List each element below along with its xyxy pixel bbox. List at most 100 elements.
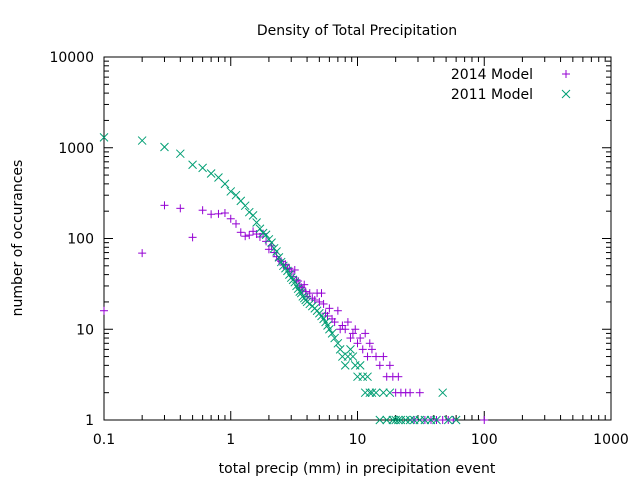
data-point (214, 209, 223, 218)
data-point (305, 289, 314, 298)
chart-title: Density of Total Precipitation (257, 23, 457, 39)
data-point (245, 231, 254, 240)
data-point (367, 388, 377, 398)
data-point (371, 388, 381, 398)
data-point (241, 232, 250, 241)
y-tick-label: 1000 (58, 141, 94, 157)
data-point (226, 214, 235, 223)
data-point (401, 415, 411, 425)
data-point (346, 345, 355, 354)
y-axis-label: number of occurances (10, 160, 26, 317)
y-tick-label: 10 (76, 322, 94, 338)
data-point (293, 284, 303, 294)
x-tick-label: 10 (349, 432, 367, 448)
data-point (270, 248, 279, 257)
data-point (160, 201, 169, 210)
data-point (365, 339, 374, 348)
data-point (198, 163, 207, 173)
y-tick-label: 10000 (49, 50, 94, 66)
data-point (267, 238, 276, 248)
data-point (252, 218, 261, 227)
data-point (375, 361, 384, 370)
data-point (406, 388, 415, 397)
legend: 2014 Model 2011 Model (451, 67, 571, 103)
data-point (356, 334, 365, 343)
data-point (327, 329, 337, 338)
series-2011-model (99, 133, 461, 425)
data-point (325, 324, 334, 334)
data-point (248, 210, 258, 220)
data-point (394, 372, 403, 381)
data-point (335, 345, 345, 354)
data-point (317, 289, 326, 298)
data-point (355, 361, 365, 370)
data-point (160, 142, 169, 152)
data-point (353, 339, 362, 348)
data-point (451, 415, 461, 425)
series-2014-model (100, 201, 489, 424)
data-point (363, 372, 372, 382)
data-point (279, 261, 288, 270)
legend-label-2011-model: 2011 Model (451, 87, 533, 103)
data-point (432, 415, 441, 425)
data-point (175, 149, 185, 159)
data-point (333, 338, 343, 348)
data-point (319, 299, 328, 308)
data-point (325, 304, 334, 313)
data-point (138, 249, 147, 258)
data-point (365, 388, 375, 398)
data-point (385, 388, 395, 398)
data-point (231, 190, 241, 200)
data-point (367, 345, 376, 354)
data-point (330, 333, 339, 343)
data-point (420, 415, 430, 425)
data-point (240, 201, 250, 211)
data-point (176, 204, 185, 213)
data-point (274, 252, 284, 262)
x-tick-label: 1 (226, 432, 235, 448)
data-point (343, 318, 352, 327)
data-point (188, 160, 197, 170)
data-point (351, 325, 360, 334)
data-point (323, 311, 332, 320)
data-point (206, 169, 216, 178)
data-points (99, 133, 489, 425)
data-point (358, 345, 367, 354)
data-point (272, 247, 281, 256)
data-point (405, 415, 415, 425)
data-point (346, 334, 355, 343)
data-point (438, 388, 448, 398)
data-point (340, 361, 350, 370)
data-point (382, 415, 392, 425)
data-point (207, 210, 216, 219)
plot-frame (103, 56, 612, 421)
data-point (333, 306, 342, 315)
data-point (292, 281, 301, 291)
data-point (385, 361, 394, 370)
data-point (443, 415, 453, 425)
data-point (262, 237, 271, 246)
y-tick-label: 1 (85, 413, 94, 429)
data-point (480, 416, 489, 424)
x-tick-label: 100 (471, 432, 498, 448)
y-axis: 1 10 100 1000 10000 (49, 50, 611, 429)
data-point (261, 230, 271, 240)
data-point (188, 233, 197, 242)
data-point (379, 388, 388, 398)
data-point (310, 296, 319, 305)
data-point (379, 352, 388, 361)
legend-marker-2011-model (561, 89, 571, 99)
data-point (360, 388, 370, 398)
data-point (137, 136, 147, 145)
data-point (375, 415, 385, 425)
data-point (348, 352, 358, 361)
data-point (358, 372, 368, 382)
data-point (99, 133, 109, 142)
data-point (348, 329, 357, 338)
data-point (198, 206, 207, 215)
data-point (100, 306, 108, 315)
data-point (372, 352, 381, 361)
data-point (341, 325, 350, 334)
x-tick-label: 0.1 (93, 432, 115, 448)
